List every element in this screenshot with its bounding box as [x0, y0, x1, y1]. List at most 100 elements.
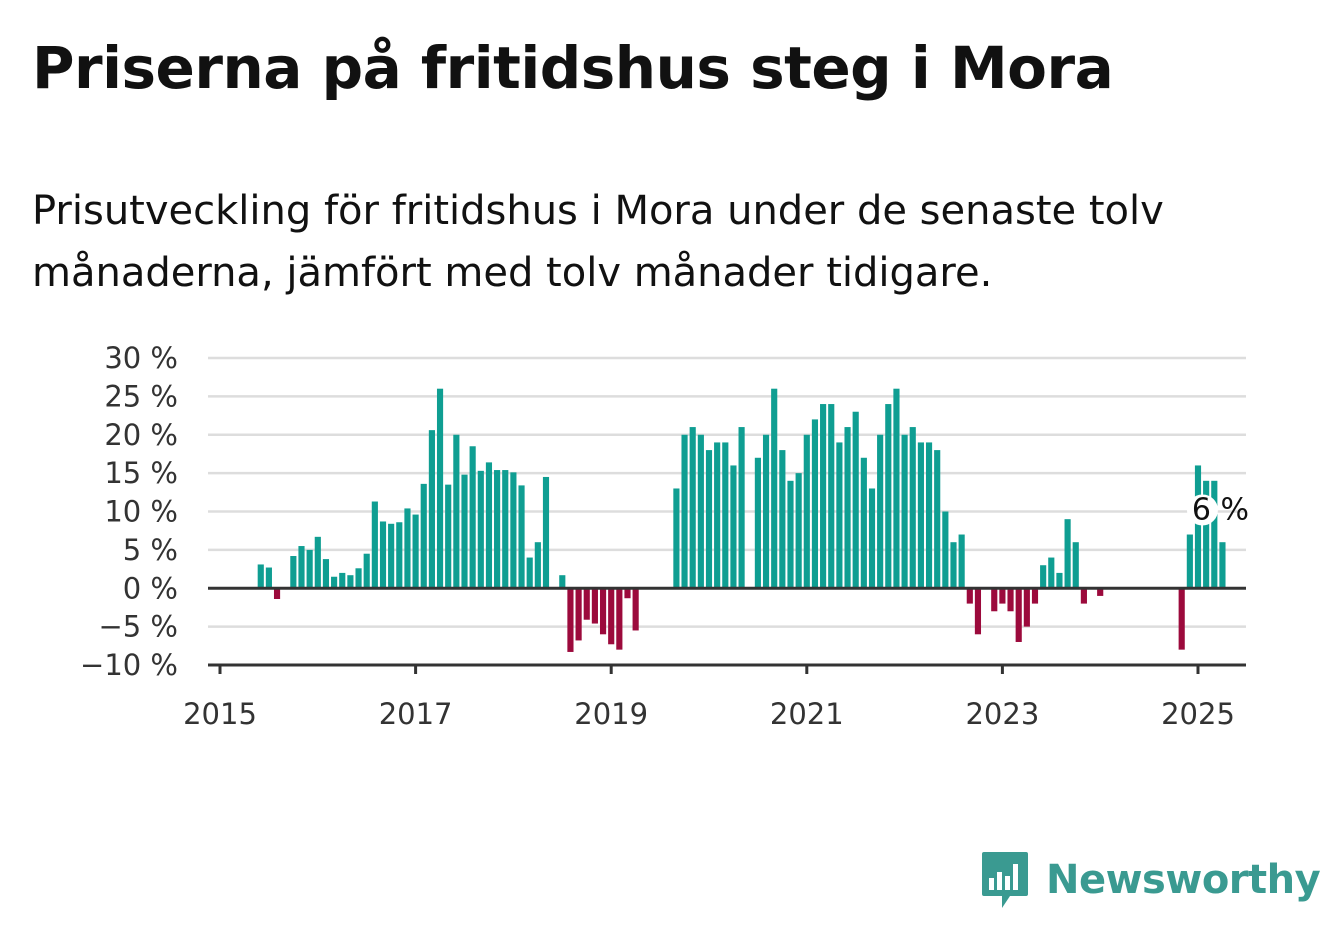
x-tick-label: 2025 — [1161, 697, 1235, 731]
chart-subtitle: Prisutveckling för fritidshus i Mora und… — [32, 188, 1164, 296]
bar — [477, 470, 484, 589]
y-tick-label: −5 % — [98, 610, 178, 644]
y-axis-labels: 30 % 25 % 20 % 15 % 10 % 5 % 0 % −10 % −5 % — [80, 341, 178, 682]
y-tick-label: 15 % — [104, 456, 178, 490]
bar — [836, 442, 843, 589]
bar — [852, 411, 859, 589]
end-value-label: 6 % — [1192, 492, 1249, 527]
bar — [1023, 588, 1030, 627]
bar — [608, 588, 615, 645]
bar-chart-speech-bubble-icon — [982, 852, 1028, 908]
bar — [420, 483, 427, 589]
y-tick-label: 30 % — [104, 341, 178, 375]
end-label-halo — [1186, 494, 1218, 526]
bar — [1007, 588, 1014, 612]
bar — [567, 588, 574, 652]
bar — [436, 388, 444, 589]
bar — [991, 588, 998, 612]
bar — [363, 553, 370, 589]
bar — [502, 470, 509, 589]
bar — [722, 442, 729, 589]
bar — [534, 542, 541, 589]
bar — [714, 442, 721, 589]
bar — [860, 457, 867, 589]
bar — [942, 511, 949, 589]
bar — [591, 588, 598, 624]
bar — [632, 588, 639, 631]
x-tick-label: 2023 — [965, 697, 1039, 731]
bar — [901, 434, 908, 589]
bar — [616, 588, 623, 650]
bar — [1064, 519, 1071, 589]
bar — [273, 588, 281, 599]
bar — [934, 450, 941, 589]
bar — [469, 446, 476, 589]
y-tick-label: 0 % — [123, 571, 178, 605]
bar — [795, 473, 802, 589]
axes — [208, 586, 1246, 674]
bar — [404, 508, 411, 589]
bar — [485, 462, 493, 589]
bar — [494, 470, 501, 589]
bar — [559, 575, 566, 589]
bar — [681, 434, 688, 589]
bar — [885, 404, 892, 589]
bar — [925, 442, 933, 589]
bar — [787, 480, 794, 589]
bar — [396, 522, 403, 589]
bar — [379, 521, 387, 589]
bar — [314, 536, 321, 589]
y-tick-label: 20 % — [104, 418, 178, 452]
bar — [1186, 534, 1193, 589]
bar — [355, 568, 362, 589]
bar — [1056, 572, 1063, 589]
x-tick-label: 2015 — [183, 697, 257, 731]
bar — [510, 472, 517, 589]
bar — [1194, 465, 1202, 589]
annotations: 6 % — [1186, 492, 1249, 527]
chart-title: Priserna på fritidshus steg i Mora — [32, 34, 1114, 102]
bar — [1040, 565, 1047, 589]
x-axis-labels: 2015 2017 2019 2021 2023 2025 — [183, 697, 1235, 731]
x-tick-label: 2021 — [770, 697, 844, 731]
bar — [779, 450, 786, 589]
x-tick-label: 2017 — [379, 697, 453, 731]
bar — [290, 556, 297, 589]
bar — [999, 588, 1006, 604]
bar — [966, 588, 973, 604]
bar — [371, 501, 378, 589]
bar — [257, 564, 264, 589]
bar — [803, 434, 810, 589]
bar — [1072, 542, 1079, 589]
bar — [771, 388, 778, 589]
bar — [1048, 557, 1055, 589]
bar — [526, 557, 533, 589]
bar — [673, 488, 680, 589]
bar — [828, 404, 835, 589]
y-tick-label: −10 % — [80, 648, 178, 682]
bar — [453, 434, 460, 589]
bar — [844, 427, 851, 589]
bar — [1219, 542, 1226, 589]
newsworthy-logo: Newsworthy — [980, 850, 1321, 910]
bar — [575, 588, 582, 641]
y-tick-label: 5 % — [123, 533, 178, 567]
bar — [738, 427, 745, 589]
bar — [388, 523, 395, 589]
bar — [877, 434, 884, 589]
bar — [909, 427, 916, 589]
bar — [518, 485, 525, 589]
bar — [950, 542, 957, 589]
bar — [322, 559, 330, 589]
bar — [1211, 480, 1218, 589]
bar — [583, 588, 590, 620]
bar — [428, 430, 435, 589]
bar — [298, 546, 305, 589]
bar — [1097, 588, 1104, 596]
bar — [705, 450, 713, 589]
bar — [1015, 588, 1022, 642]
bar — [689, 427, 696, 589]
bar — [762, 434, 770, 589]
brand-name: Newsworthy — [1046, 857, 1321, 903]
bar — [811, 419, 819, 589]
